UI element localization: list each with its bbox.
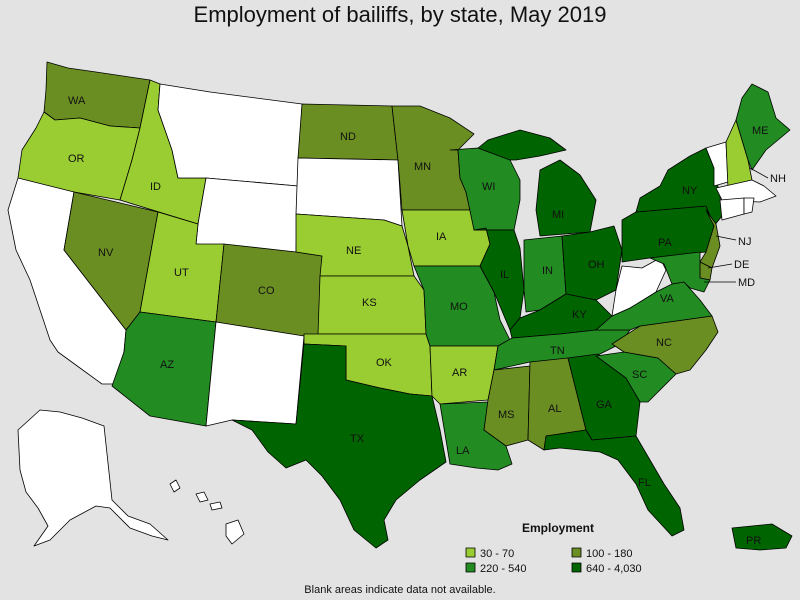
label-sc: SC bbox=[632, 369, 647, 381]
footnote: Blank areas indicate data not available. bbox=[304, 584, 496, 596]
label-ks: KS bbox=[362, 297, 377, 309]
label-la: LA bbox=[456, 445, 470, 457]
legend-swatch-1 bbox=[465, 547, 476, 558]
label-ny: NY bbox=[682, 185, 698, 197]
state-ct[interactable] bbox=[719, 197, 745, 221]
label-in: IN bbox=[542, 265, 553, 277]
legend-label-1: 30 - 70 bbox=[480, 548, 514, 560]
label-id: ID bbox=[150, 181, 161, 193]
label-ar: AR bbox=[452, 367, 467, 379]
label-nh: NH bbox=[770, 173, 786, 185]
label-il: IL bbox=[500, 269, 509, 281]
legend: Employment 30 - 70 100 - 180 220 - 540 6… bbox=[465, 521, 642, 575]
label-pa: PA bbox=[658, 237, 673, 249]
label-wa: WA bbox=[68, 95, 86, 107]
label-or: OR bbox=[68, 153, 85, 165]
state-vt[interactable] bbox=[705, 141, 729, 187]
label-fl: FL bbox=[638, 477, 651, 489]
state-hi[interactable] bbox=[169, 479, 245, 545]
legend-label-3: 220 - 540 bbox=[480, 563, 526, 575]
label-tn: TN bbox=[550, 345, 565, 357]
label-ut: UT bbox=[174, 267, 189, 279]
label-az: AZ bbox=[160, 359, 174, 371]
legend-swatch-4 bbox=[571, 562, 582, 573]
state-wa[interactable] bbox=[43, 61, 151, 129]
label-wi: WI bbox=[482, 181, 495, 193]
label-mi: MI bbox=[552, 209, 564, 221]
state-mi[interactable] bbox=[477, 129, 597, 237]
label-ia: IA bbox=[436, 231, 447, 243]
label-ne: NE bbox=[346, 245, 361, 257]
state-md[interactable] bbox=[649, 251, 711, 293]
label-mn: MN bbox=[414, 161, 431, 173]
legend-label-4: 640 - 4,030 bbox=[586, 563, 642, 575]
leader-lines bbox=[704, 167, 769, 283]
state-mt[interactable] bbox=[157, 83, 303, 187]
state-pr[interactable] bbox=[731, 523, 793, 551]
label-ky: KY bbox=[572, 309, 587, 321]
label-pr: PR bbox=[746, 535, 761, 547]
label-ga: GA bbox=[596, 399, 613, 411]
label-oh: OH bbox=[588, 259, 605, 271]
label-ms: MS bbox=[498, 409, 515, 421]
label-nc: NC bbox=[656, 337, 672, 349]
state-me[interactable] bbox=[735, 83, 791, 171]
state-ak[interactable] bbox=[17, 409, 169, 547]
state-tx[interactable] bbox=[231, 343, 447, 549]
legend-label-2: 100 - 180 bbox=[586, 548, 632, 560]
label-co: CO bbox=[258, 285, 275, 297]
state-fl[interactable] bbox=[543, 429, 685, 537]
state-labels: WA OR ID NV UT AZ CO ND NE KS OK TX MN I… bbox=[68, 95, 786, 547]
state-wy[interactable] bbox=[195, 177, 299, 253]
label-tx: TX bbox=[350, 433, 365, 445]
label-ok: OK bbox=[376, 357, 393, 369]
label-va: VA bbox=[660, 293, 675, 305]
legend-swatch-3 bbox=[465, 562, 476, 573]
label-al: AL bbox=[548, 403, 561, 415]
label-nv: NV bbox=[98, 247, 114, 259]
label-me: ME bbox=[752, 125, 769, 137]
label-de: DE bbox=[734, 259, 749, 271]
label-md: MD bbox=[738, 277, 755, 289]
state-nh[interactable] bbox=[725, 119, 753, 189]
state-nm[interactable] bbox=[205, 321, 305, 427]
legend-swatch-2 bbox=[571, 547, 582, 558]
map-title: Employment of bailiffs, by state, May 20… bbox=[193, 2, 607, 27]
label-mo: MO bbox=[450, 301, 468, 313]
label-nj: NJ bbox=[738, 236, 751, 248]
legend-title: Employment bbox=[522, 521, 594, 535]
state-ri[interactable] bbox=[743, 197, 755, 215]
label-nd: ND bbox=[340, 131, 356, 143]
